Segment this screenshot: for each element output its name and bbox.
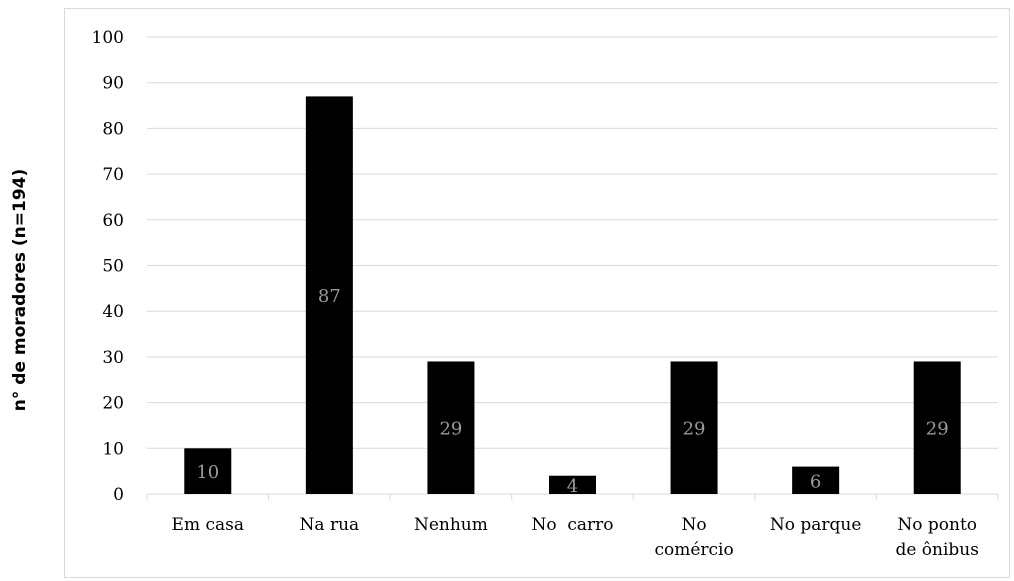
data-label: 4 xyxy=(567,476,578,497)
data-label: 29 xyxy=(926,419,949,440)
category-label: No parque xyxy=(770,515,862,535)
bar xyxy=(913,361,961,494)
y-tick-label: 70 xyxy=(102,165,124,185)
bar xyxy=(792,466,840,494)
bar xyxy=(184,448,232,494)
y-tick-label: 50 xyxy=(102,257,124,277)
y-tick-label: 10 xyxy=(102,439,124,459)
y-tick-label: 90 xyxy=(102,74,124,94)
category-label: Nenhum xyxy=(414,515,488,535)
bar xyxy=(305,96,353,494)
y-tick-label: 40 xyxy=(102,302,124,322)
data-label: 29 xyxy=(683,419,706,440)
category-label: No xyxy=(682,515,707,535)
data-label: 29 xyxy=(439,419,462,440)
chart-frame xyxy=(64,8,1010,578)
data-label: 6 xyxy=(810,471,821,492)
y-tick-label: 20 xyxy=(102,394,124,414)
category-label: No carro xyxy=(531,515,613,535)
bar xyxy=(549,475,596,494)
bar xyxy=(427,361,475,494)
y-tick-label: 0 xyxy=(113,485,124,505)
y-tick-label: 60 xyxy=(102,211,124,231)
y-tick-label: 30 xyxy=(102,348,124,368)
data-label: 87 xyxy=(318,286,341,307)
category-label: comércio xyxy=(654,540,733,560)
y-tick-label: 100 xyxy=(92,28,124,48)
category-label: No ponto xyxy=(897,515,977,535)
bar xyxy=(670,361,718,494)
category-label: Em casa xyxy=(172,515,244,535)
y-tick-label: 80 xyxy=(102,119,124,139)
category-label: Na rua xyxy=(300,515,360,535)
data-label: 10 xyxy=(196,462,219,483)
category-label: de ônibus xyxy=(895,540,979,560)
